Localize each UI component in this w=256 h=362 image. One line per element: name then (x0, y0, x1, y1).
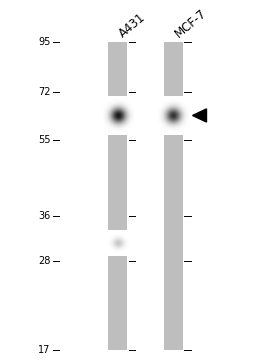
Text: 72: 72 (38, 87, 51, 97)
Text: 17: 17 (38, 345, 51, 355)
Bar (108, 42, 127, 350)
Text: 28: 28 (38, 256, 51, 266)
Text: 95: 95 (38, 37, 51, 47)
Bar (164, 42, 183, 350)
Text: A431: A431 (116, 10, 148, 40)
Polygon shape (193, 109, 207, 122)
Text: 36: 36 (38, 211, 51, 221)
Text: 55: 55 (38, 135, 51, 145)
Text: MCF-7: MCF-7 (172, 7, 209, 40)
